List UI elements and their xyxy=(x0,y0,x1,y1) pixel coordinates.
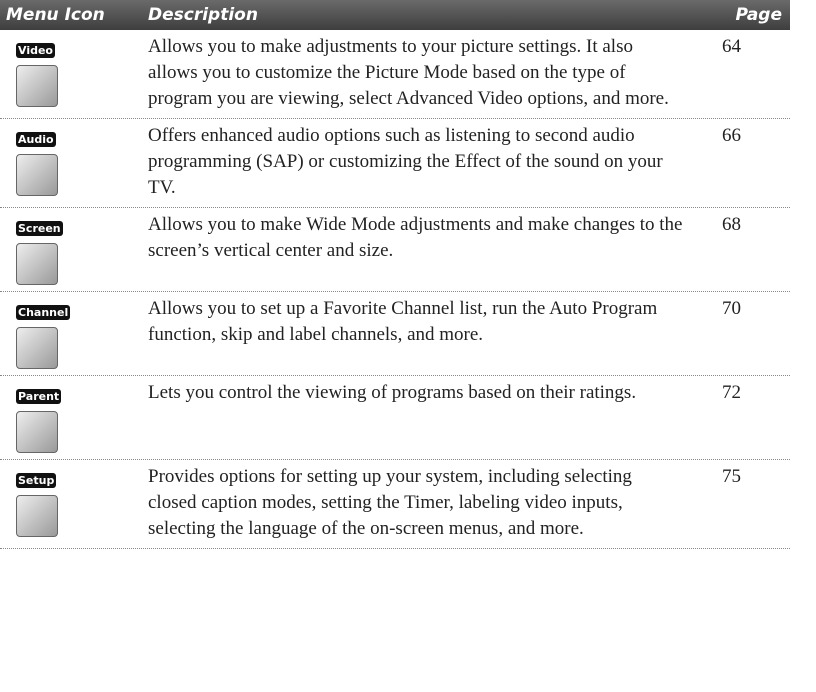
table-header: Menu Icon Description Page xyxy=(0,0,790,30)
page-number: 75 xyxy=(722,466,741,487)
table-row: Screen Allows you to make Wide Mode adjus… xyxy=(0,208,790,292)
icon-image xyxy=(16,65,58,107)
icon-cell: Audio xyxy=(0,123,146,201)
icon-image xyxy=(16,411,58,453)
table-row: Audio Offers enhanced audio options such … xyxy=(0,119,790,208)
description: Lets you control the viewing of programs… xyxy=(148,382,637,403)
icon-cell: Video xyxy=(0,34,146,112)
menu-icon: Audio xyxy=(16,125,60,196)
description: Allows you to set up a Favorite Channel … xyxy=(148,298,658,345)
icon-cell: Setup xyxy=(0,464,146,542)
icon-image xyxy=(16,495,58,537)
menu-icon: Video xyxy=(16,36,60,107)
icon-label: Setup xyxy=(16,473,57,488)
menu-table: Menu Icon Description Page Video Allows y… xyxy=(0,0,790,549)
icon-cell: Channel xyxy=(0,296,146,369)
description: Allows you to make Wide Mode adjustments… xyxy=(148,214,683,261)
icon-cell: Parent xyxy=(0,380,146,453)
icon-cell: Screen xyxy=(0,212,146,285)
page-number: 66 xyxy=(722,125,741,146)
description: Provides options for setting up your sys… xyxy=(148,466,632,539)
header-cell: Page xyxy=(735,5,782,25)
page-number: 68 xyxy=(722,214,741,235)
table-row: Parent Lets you control the viewing of pr… xyxy=(0,376,790,460)
icon-image xyxy=(16,154,58,196)
icon-label: Channel xyxy=(16,305,71,320)
icon-label: Video xyxy=(16,43,55,58)
description: Allows you to make adjustments to your p… xyxy=(148,36,669,109)
page-number: 72 xyxy=(722,382,741,403)
page-number: 64 xyxy=(722,36,741,57)
icon-image xyxy=(16,327,58,369)
table-row: Video Allows you to make adjustments to y… xyxy=(0,30,790,119)
menu-icon: Parent xyxy=(16,382,62,453)
page-number: 70 xyxy=(722,298,741,319)
menu-icon: Channel xyxy=(16,298,71,369)
menu-icon: Screen xyxy=(16,214,63,285)
menu-icon: Setup xyxy=(16,466,60,537)
table-row: Channel Allows you to set up a Favorite C… xyxy=(0,292,790,376)
icon-label: Parent xyxy=(16,389,62,404)
icon-label: Audio xyxy=(16,132,56,147)
table-row: Setup Provides options for setting up you… xyxy=(0,460,790,549)
icon-label: Screen xyxy=(16,221,63,236)
icon-image xyxy=(16,243,58,285)
header-cell: Description xyxy=(148,5,258,25)
header-cell: Menu Icon xyxy=(6,5,105,25)
description: Offers enhanced audio options such as li… xyxy=(148,125,663,198)
